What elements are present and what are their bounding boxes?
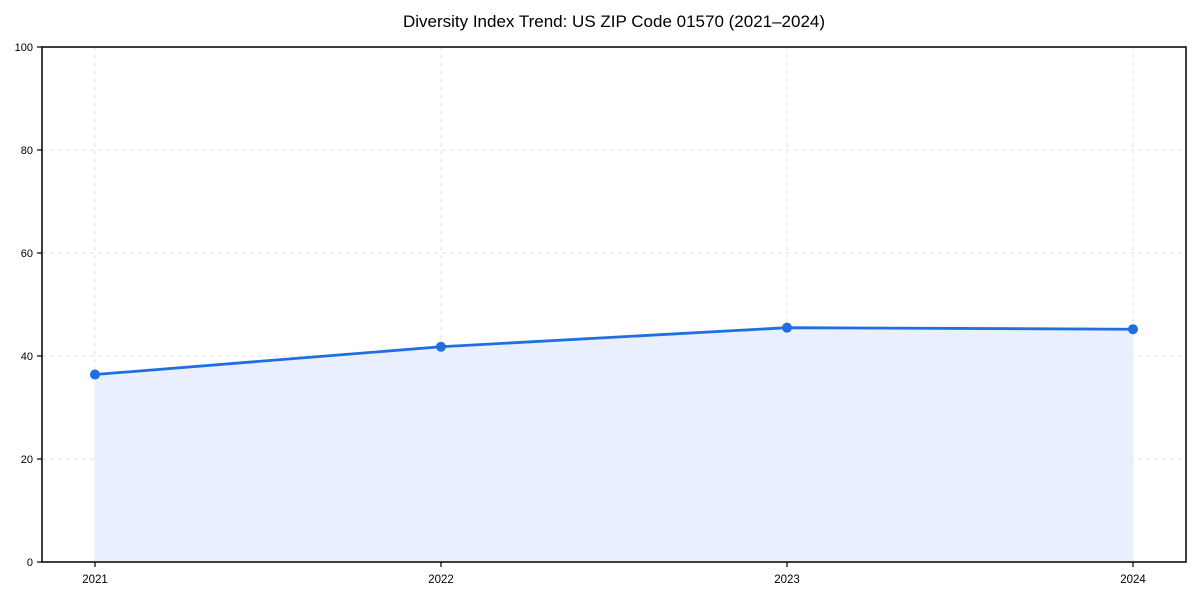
- plot-border: [41, 46, 1187, 563]
- y-axis-tick-label: 40: [21, 351, 33, 363]
- data-point-2022: [436, 341, 446, 352]
- y-axis-tick-label: 20: [21, 454, 33, 466]
- chart-title: Diversity Index Trend: US ZIP Code 01570…: [402, 12, 826, 31]
- data-point-2021: [90, 369, 100, 380]
- y-axis-tick-label: 0: [27, 557, 33, 569]
- y-axis-tick-label: 60: [21, 248, 33, 260]
- y-axis-tick-label: 80: [21, 145, 33, 157]
- x-axis-tick-label: 2021: [82, 574, 108, 586]
- x-axis-tick-label: 2023: [774, 574, 800, 586]
- x-axis-tick-label: 2024: [1120, 574, 1146, 586]
- x-axis-tick-label: 2022: [428, 574, 454, 586]
- area-fill: [95, 327, 1133, 562]
- trend-line: [93, 326, 1135, 376]
- data-point-2023: [782, 322, 792, 333]
- y-axis-tick-label: 100: [15, 42, 33, 54]
- data-point-2024: [1128, 324, 1138, 335]
